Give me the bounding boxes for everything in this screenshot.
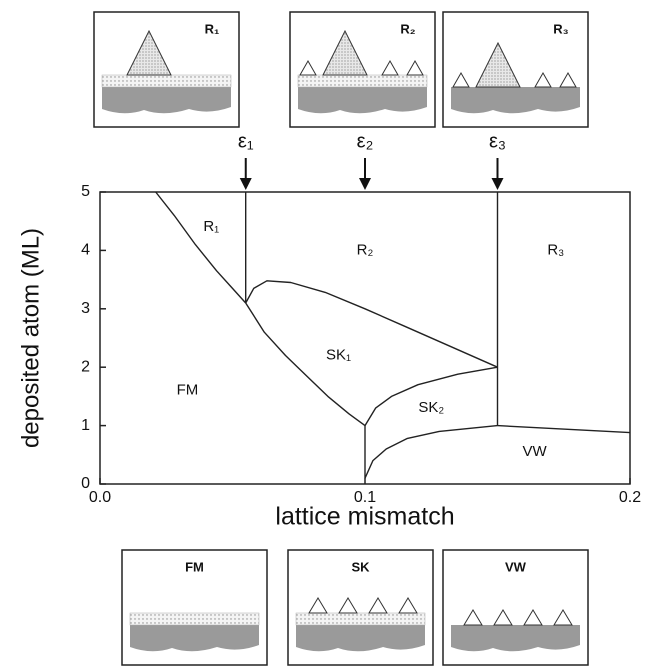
inset-label: R₂ — [400, 21, 415, 36]
arrow-head — [359, 178, 371, 190]
region-label: FM — [177, 382, 199, 399]
region-label: VW — [523, 443, 548, 460]
inset-label: VW — [505, 559, 527, 574]
y-tick-label: 3 — [81, 300, 90, 317]
phase-boundary — [246, 303, 365, 426]
phase-boundary — [156, 192, 246, 303]
phase-boundary — [365, 367, 498, 425]
arrow-head — [240, 178, 252, 190]
substrate — [451, 625, 580, 651]
chart: deposited atom (ML) lattice mismatch 012… — [0, 0, 651, 671]
y-axis-label: deposited atom (ML) — [17, 228, 44, 448]
inset-panel: R₃ — [443, 12, 588, 127]
substrate — [296, 625, 425, 651]
wetting-layer — [298, 75, 427, 87]
inset-label: R₃ — [553, 21, 568, 36]
substrate — [451, 87, 580, 113]
wetting-layer — [130, 613, 259, 625]
y-tick-label: 5 — [81, 183, 90, 200]
x-axis-label: lattice mismatch — [275, 503, 454, 531]
wetting-layer — [102, 75, 231, 87]
inset-label: SK — [351, 559, 370, 574]
substrate — [298, 87, 427, 113]
inset-label: R₁ — [205, 21, 220, 36]
x-tick-label: 0.2 — [619, 489, 641, 506]
phase-boundary — [498, 426, 631, 433]
y-tick-label: 2 — [81, 358, 90, 375]
region-label: SK₁ — [326, 346, 351, 363]
y-tick-label: 1 — [81, 417, 90, 434]
arrow-head — [492, 178, 504, 190]
phase-boundary — [365, 426, 498, 479]
y-tick-label: 4 — [81, 242, 90, 259]
region-label: R₂ — [357, 241, 374, 258]
inset-panel: R₂ — [290, 12, 435, 127]
inset-panel: FM — [122, 550, 267, 665]
substrate — [130, 625, 259, 651]
x-tick-label: 0.1 — [354, 489, 376, 506]
wetting-layer — [296, 613, 425, 625]
inset-panel: VW — [443, 550, 588, 665]
critical-label: ε₂ — [357, 130, 374, 152]
critical-label: ε₃ — [489, 130, 506, 152]
inset-panel: SK — [288, 550, 433, 665]
inset-panel: R₁ — [94, 12, 239, 127]
inset-label: FM — [185, 559, 204, 574]
region-label: SK₂ — [418, 399, 444, 416]
x-tick-label: 0.0 — [89, 489, 111, 506]
substrate — [102, 87, 231, 113]
region-label: R₃ — [547, 241, 564, 258]
region-label: R₁ — [203, 218, 219, 235]
critical-label: ε₁ — [238, 130, 254, 152]
